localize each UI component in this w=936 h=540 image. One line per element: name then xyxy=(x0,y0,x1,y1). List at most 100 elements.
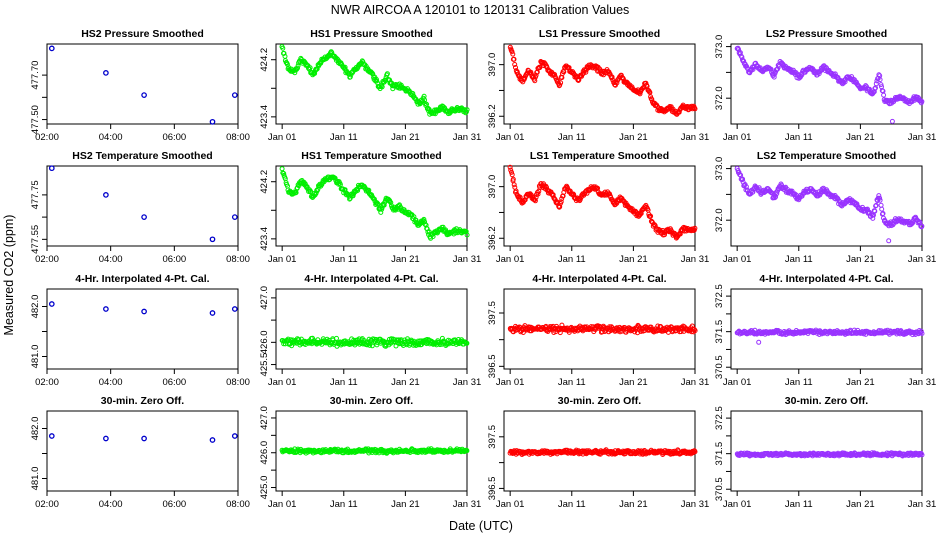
y-tick-label: 397.0 xyxy=(487,175,498,199)
y-tick-label: 427.0 xyxy=(259,286,270,310)
data-points xyxy=(279,446,470,456)
data-point xyxy=(558,80,564,86)
x-tick-label: Jan 31 xyxy=(681,254,710,265)
data-point xyxy=(513,65,518,70)
plot-frame xyxy=(730,410,923,492)
data-point xyxy=(347,74,353,80)
x-tick-label: Jan 21 xyxy=(846,254,875,265)
data-point xyxy=(378,209,384,215)
x-tick-label: Jan 01 xyxy=(268,132,297,143)
data-point xyxy=(231,433,238,439)
data-point xyxy=(103,70,109,76)
data-point xyxy=(756,185,762,191)
x-tick-label: Jan 11 xyxy=(785,132,813,143)
panel-ls2-interp: 4-Hr. Interpolated 4-Pt. Cal. Jan 01 Jan 1… xyxy=(714,273,936,388)
data-point xyxy=(873,81,879,87)
data-point xyxy=(879,206,885,212)
x-tick-label: Jan 21 xyxy=(391,132,420,143)
data-point xyxy=(141,214,147,220)
y-tick-label: 426.0 xyxy=(259,441,270,465)
data-point xyxy=(872,86,878,92)
data-point xyxy=(508,167,514,173)
data-point xyxy=(307,65,313,71)
plot-frame xyxy=(503,43,696,125)
x-tick-label: Jan 01 xyxy=(723,132,752,143)
data-point xyxy=(410,91,416,96)
x-tick-label: Jan 01 xyxy=(723,254,752,265)
plot-frame xyxy=(46,410,239,492)
data-point xyxy=(910,220,916,226)
y-tick-label: 396.5 xyxy=(487,354,498,378)
data-point xyxy=(464,340,470,346)
data-point xyxy=(750,189,756,195)
data-point xyxy=(209,310,216,316)
plot-frame xyxy=(730,165,923,247)
panel-title: 30-min. Zero Off. xyxy=(330,395,414,407)
data-point xyxy=(141,308,147,315)
data-point xyxy=(881,92,887,98)
data-point xyxy=(341,448,347,454)
y-tick-label: 372.0 xyxy=(714,86,725,110)
panel-hs2-zero: 30-min. Zero Off. 02:00 04:00 06:00 08:00 481… xyxy=(30,395,250,510)
data-point xyxy=(877,77,883,83)
data-points xyxy=(48,45,238,125)
x-tick-label: Jan 21 xyxy=(846,132,875,143)
data-points xyxy=(734,327,925,345)
y-tick-label: 425.0 xyxy=(259,476,270,500)
y-tick-label: 425.5 xyxy=(259,353,270,377)
data-point xyxy=(919,99,925,104)
data-point xyxy=(677,231,683,237)
data-point xyxy=(422,221,428,227)
data-point xyxy=(209,437,216,443)
x-tick-label: 08:00 xyxy=(226,132,250,143)
data-point xyxy=(388,200,394,206)
data-point xyxy=(535,191,541,197)
panel-ls1-zero: 30-min. Zero Off. Jan 01 Jan 11 Jan 21 Jan 3… xyxy=(487,395,709,510)
panel-title: 4-Hr. Interpolated 4-Pt. Cal. xyxy=(304,273,438,285)
x-tick-label: Jan 31 xyxy=(908,377,936,388)
x-tick-label: Jan 21 xyxy=(619,132,648,143)
data-point xyxy=(510,176,516,182)
data-point xyxy=(424,101,429,107)
data-point xyxy=(692,106,698,112)
data-point xyxy=(48,45,55,52)
y-tick-label: 371.5 xyxy=(714,320,725,344)
data-point xyxy=(789,188,795,194)
data-points xyxy=(507,447,698,457)
data-point xyxy=(756,339,762,345)
x-tick-label: Jan 21 xyxy=(846,377,875,388)
panel-hs2-interp: 4-Hr. Interpolated 4-Pt. Cal. 02:00 04:00 0… xyxy=(30,273,250,388)
x-tick-label: Jan 31 xyxy=(453,377,482,388)
x-tick-label: Jan 31 xyxy=(453,499,482,510)
data-point xyxy=(308,188,313,194)
x-tick-label: 06:00 xyxy=(162,377,186,388)
data-point xyxy=(507,164,513,170)
data-points xyxy=(279,44,470,117)
y-tick-label: 370.5 xyxy=(714,355,725,379)
panel-ls1-temperature: LS1 Temperature Smoothed Jan 01 Jan 11 Jan … xyxy=(487,150,709,265)
panel-ls1-pressure: LS1 Pressure Smoothed Jan 01 Jan 11 Jan 21 J… xyxy=(487,28,709,143)
data-point xyxy=(692,328,698,334)
data-point xyxy=(421,216,427,222)
x-tick-label: Jan 01 xyxy=(268,254,297,265)
y-tick-label: 372.0 xyxy=(714,208,725,232)
x-tick-label: 08:00 xyxy=(226,254,250,265)
x-tick-label: 08:00 xyxy=(226,499,250,510)
y-tick-label: 372.5 xyxy=(714,284,725,308)
data-point xyxy=(280,45,286,51)
panel-ls2-zero: 30-min. Zero Off. Jan 01 Jan 11 Jan 21 Jan 3… xyxy=(714,395,936,510)
x-tick-label: Jan 31 xyxy=(453,254,482,265)
data-point xyxy=(313,190,319,196)
data-points xyxy=(279,335,470,349)
data-points xyxy=(48,433,238,443)
x-tick-label: Jan 21 xyxy=(846,499,875,510)
x-tick-label: Jan 21 xyxy=(619,499,648,510)
data-point xyxy=(878,82,884,88)
x-tick-label: Jan 11 xyxy=(330,254,358,265)
data-point xyxy=(48,165,55,172)
data-point xyxy=(880,211,886,216)
data-point xyxy=(876,193,882,199)
y-tick-label: 482.0 xyxy=(30,295,41,319)
data-point xyxy=(374,342,380,348)
x-tick-label: 06:00 xyxy=(162,132,186,143)
